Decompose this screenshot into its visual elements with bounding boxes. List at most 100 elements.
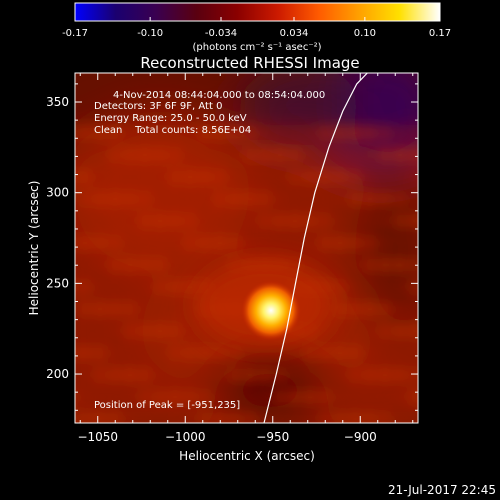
stripe	[365, 190, 375, 208]
stripe	[380, 212, 390, 230]
stripe	[50, 300, 60, 318]
x-axis-label: Heliocentric X (arcsec)	[179, 449, 315, 463]
stripe	[305, 168, 315, 186]
stripe	[170, 146, 180, 164]
stripe	[275, 234, 285, 252]
stripe	[170, 410, 180, 423]
stripe	[65, 322, 75, 340]
stripe	[245, 212, 255, 230]
stripe	[200, 124, 210, 142]
stripe	[380, 168, 390, 186]
stripe	[320, 190, 330, 208]
stripe	[290, 410, 300, 423]
stripe	[50, 388, 60, 406]
stripe	[200, 256, 210, 274]
stripe	[140, 256, 150, 274]
stripe	[140, 388, 150, 406]
stripe	[95, 190, 105, 208]
stripe	[425, 256, 435, 274]
stripe	[170, 168, 180, 186]
plot-frame	[74, 72, 419, 424]
info-panel: 4-Nov-2014 08:44:04.000 to 08:54:04.000 …	[94, 90, 325, 411]
stripe	[50, 124, 60, 142]
y-tick-label: 200	[46, 367, 69, 381]
stripe	[80, 124, 90, 142]
stripe	[95, 410, 105, 423]
stripe	[230, 410, 240, 423]
stripe	[185, 410, 195, 423]
stripe	[125, 410, 135, 423]
stripe	[305, 234, 315, 252]
colorbar-tick-label: 0.17	[429, 28, 451, 39]
stripe	[425, 366, 435, 384]
stripe	[80, 146, 90, 164]
stripe	[365, 146, 375, 164]
stripe	[95, 256, 105, 274]
stripe	[290, 212, 300, 230]
stripe	[260, 124, 270, 142]
stripe	[170, 190, 180, 208]
stripe	[365, 234, 375, 252]
stripe	[275, 190, 285, 208]
stripe	[65, 344, 75, 362]
stripe	[170, 256, 180, 274]
stripe	[260, 168, 270, 186]
stripe	[365, 322, 375, 340]
stripe	[80, 234, 90, 252]
stripe	[140, 234, 150, 252]
colorbar-tick-label: 0.034	[280, 28, 309, 39]
stripe	[230, 366, 240, 384]
stripe	[365, 278, 375, 296]
stripe	[305, 388, 315, 406]
stripe	[320, 388, 330, 406]
stripe	[110, 344, 120, 362]
stripe	[215, 124, 225, 142]
stripe	[95, 388, 105, 406]
stripe	[410, 212, 418, 230]
stripe	[365, 366, 375, 384]
stripe	[80, 388, 90, 406]
stripe	[185, 256, 195, 274]
stripe	[185, 190, 195, 208]
stripe	[185, 124, 195, 142]
stripe	[380, 388, 390, 406]
stripe	[110, 410, 120, 423]
detectors-text: Detectors: 3F 6F 9F, Att 0	[94, 101, 222, 112]
stripe	[335, 190, 345, 208]
stripe	[215, 344, 225, 362]
stripe	[350, 278, 360, 296]
stripe	[395, 146, 405, 164]
stripe	[65, 212, 75, 230]
colorbar-tick-label: -0.17	[62, 28, 88, 39]
stripe	[185, 300, 195, 318]
stripe	[410, 168, 418, 186]
stripe	[305, 410, 315, 423]
stripe	[245, 410, 255, 423]
y-tick-label: 300	[46, 186, 69, 200]
peak-position-text: Position of Peak = [-951,235]	[94, 400, 240, 411]
stripe	[155, 388, 165, 406]
stripe	[155, 256, 165, 274]
stripe	[215, 212, 225, 230]
stripe	[230, 344, 240, 362]
stripe	[200, 168, 210, 186]
stripe	[350, 256, 360, 274]
stripe	[425, 410, 435, 428]
stripe	[380, 124, 390, 142]
stripe	[155, 168, 165, 186]
stripe	[425, 300, 435, 318]
stripe	[125, 212, 135, 230]
stripe	[380, 278, 390, 296]
stripe	[335, 234, 345, 252]
stripe	[80, 168, 90, 186]
axis-ticks: −1050 −1000 −950 −900 200 250 300 350	[46, 73, 418, 444]
stripe	[110, 322, 120, 340]
stripe	[80, 300, 90, 318]
stripe	[290, 124, 300, 142]
stripe	[335, 212, 345, 230]
stripe	[140, 410, 150, 423]
stripe	[305, 124, 315, 142]
stripe	[290, 190, 300, 208]
stripe	[50, 410, 60, 428]
stripe	[200, 212, 210, 230]
